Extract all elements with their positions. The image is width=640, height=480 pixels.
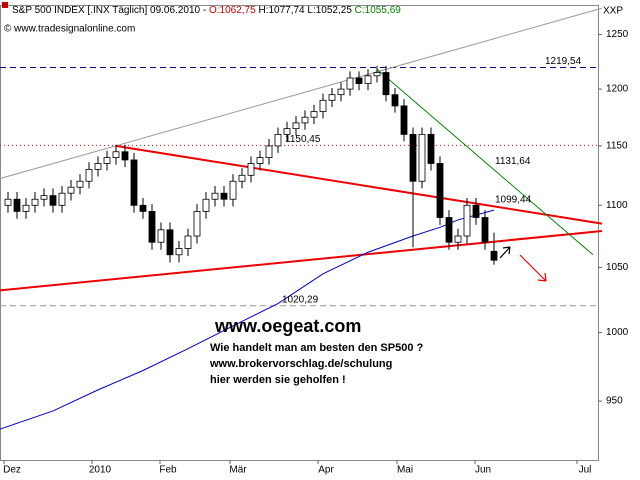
candle-body: [418, 133, 426, 182]
candle-body: [238, 174, 246, 182]
x-tick-label: Apr: [318, 465, 334, 476]
candle-body: [229, 180, 237, 200]
candle-body: [103, 157, 111, 164]
candle-body: [58, 192, 66, 206]
candle-body: [382, 72, 390, 96]
y-tick-label: 1050: [606, 262, 629, 273]
x-tick-label: Mai: [397, 465, 413, 476]
candle-body: [193, 210, 201, 237]
candle-body: [130, 159, 138, 206]
candle-body: [4, 198, 12, 206]
annotation: Wie handelt man am besten den SP500 ?: [210, 342, 424, 354]
candle-body: [346, 77, 354, 90]
y-tick-label: 1150: [606, 141, 628, 152]
candle-body: [481, 217, 489, 243]
candle-body: [373, 72, 381, 77]
corner-label: XXP: [603, 6, 623, 17]
candle-body: [328, 94, 336, 101]
trendline: [115, 144, 603, 225]
title-icon: [2, 2, 8, 8]
candle-body: [301, 116, 309, 124]
candle-body: [94, 163, 102, 170]
candle-body: [364, 75, 372, 84]
candle-body: [247, 163, 255, 176]
title-part: O:1062,75: [209, 5, 256, 16]
candle-body: [256, 157, 264, 164]
plot-frame: [0, 5, 599, 461]
candle-body: [355, 77, 363, 84]
candle-body: [85, 168, 93, 182]
candle-body: [166, 229, 174, 256]
candle-body: [265, 145, 273, 159]
candle-body: [445, 217, 453, 243]
black-arrow: [499, 246, 511, 259]
candle-body: [76, 180, 84, 188]
moving-average: [0, 209, 495, 430]
candle-body: [112, 151, 120, 159]
candle-body: [310, 111, 318, 118]
x-tick-label: Mär: [229, 465, 247, 476]
annotation: hier werden sie geholfen !: [210, 374, 346, 386]
title-part: S&P 500 INDEX [.INX Täglich] 09.06.2010 …: [12, 5, 209, 16]
trendline: [0, 7, 603, 180]
candle-body: [175, 248, 183, 256]
level-label: 1150,45: [285, 134, 321, 145]
y-tick-label: 1250: [606, 29, 629, 40]
candle-body: [472, 204, 480, 218]
candle-body: [139, 204, 147, 212]
x-tick-label: Jul: [579, 465, 592, 476]
candle-body: [337, 88, 345, 96]
candle-body: [292, 122, 300, 130]
level-label: 1219,54: [545, 56, 582, 67]
trendline-label: 1131,64: [495, 156, 531, 167]
candle-body: [121, 151, 129, 161]
candle-body: [400, 105, 408, 135]
candle-body: [391, 94, 399, 107]
candle-body: [148, 210, 156, 243]
annotation: www.oegeat.com: [214, 316, 361, 336]
candle-body: [184, 235, 192, 249]
candle-body: [220, 192, 228, 200]
candle-body: [202, 198, 210, 212]
candle-body: [211, 192, 219, 200]
candle-body: [283, 128, 291, 135]
candle-body: [67, 186, 75, 194]
x-tick-label: 2010: [89, 465, 112, 476]
title-part: H:1077,74 L:1052,25: [256, 5, 355, 16]
level-label: 1020,29: [282, 294, 319, 305]
trendline: [376, 68, 594, 256]
candle-body: [454, 235, 462, 243]
source: © www.tradesignalonline.com: [4, 24, 135, 35]
title-part: C:1055,69: [355, 5, 402, 16]
x-tick-label: Jun: [475, 465, 491, 476]
trendline: [0, 230, 603, 292]
y-tick-label: 1200: [606, 84, 629, 95]
candle-body: [319, 99, 327, 112]
x-tick-label: Dez: [3, 465, 21, 476]
candle-body: [463, 204, 471, 237]
candle-body: [274, 133, 282, 147]
trendline-label: 1099,44: [495, 195, 532, 206]
candle-body: [13, 198, 21, 212]
x-tick-label: Feb: [159, 465, 177, 476]
candle-body: [40, 195, 48, 200]
candle-body: [436, 163, 444, 218]
chart-title: S&P 500 INDEX [.INX Täglich] 09.06.2010 …: [12, 5, 401, 16]
candle-body: [409, 133, 417, 182]
candle-body: [22, 204, 30, 212]
y-tick-label: 1100: [606, 200, 628, 211]
candle-body: [49, 195, 57, 206]
candle-body: [31, 198, 39, 206]
red-arrow: [519, 254, 547, 282]
annotation: www.brokervorschlag.de/schulung: [209, 358, 392, 370]
candle-body: [427, 133, 435, 164]
y-tick-label: 950: [606, 396, 623, 407]
candle-body: [157, 229, 165, 243]
candle-body: [490, 250, 498, 261]
y-tick-label: 1000: [606, 327, 629, 338]
